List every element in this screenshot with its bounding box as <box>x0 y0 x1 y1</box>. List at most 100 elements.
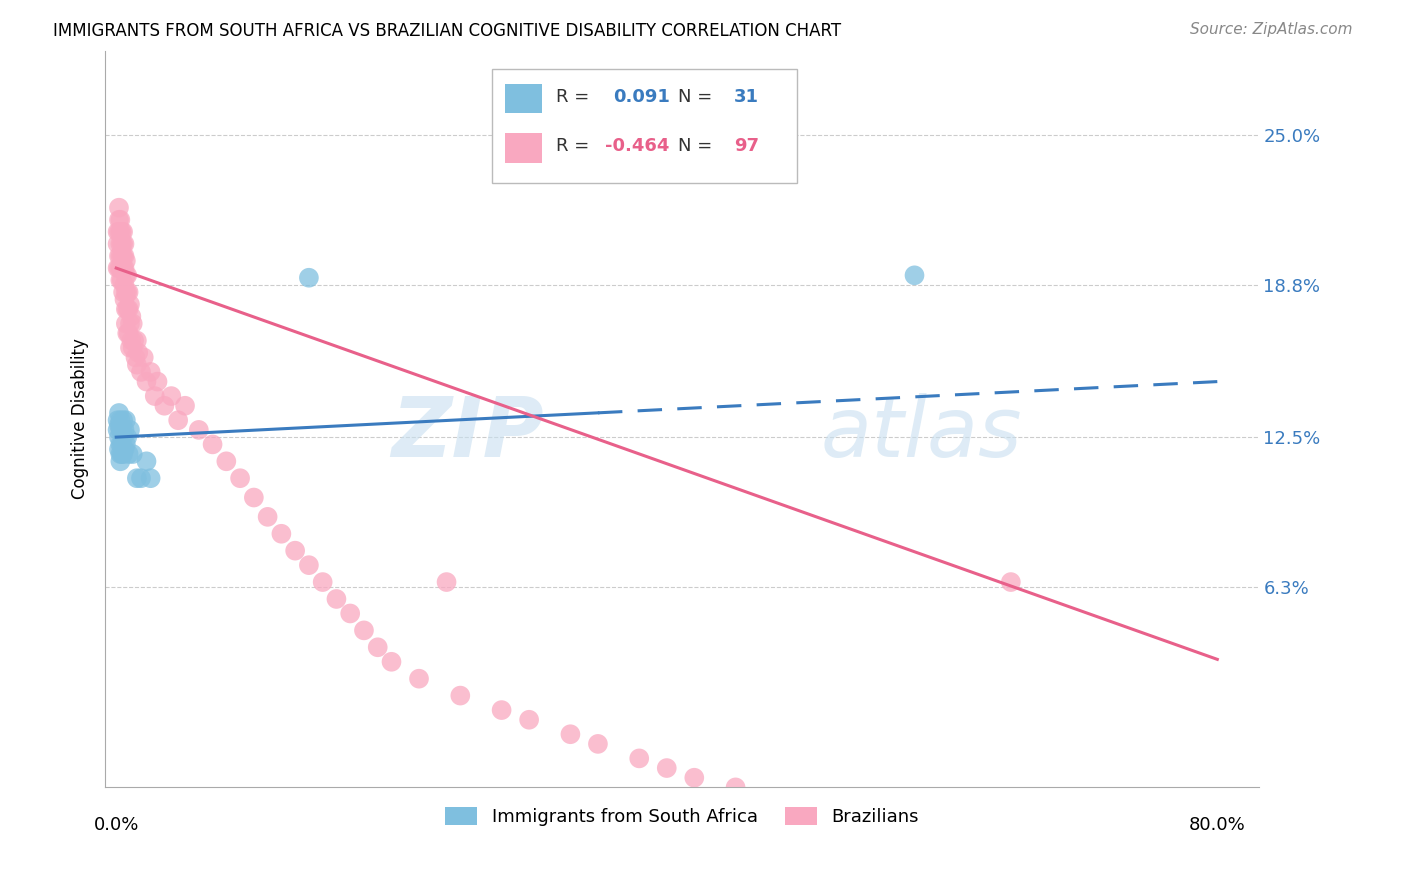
Point <box>115 302 138 317</box>
Point <box>135 454 157 468</box>
Point <box>108 418 131 433</box>
Point <box>110 454 132 468</box>
Point <box>560 727 582 741</box>
Point <box>201 437 224 451</box>
Text: 0.091: 0.091 <box>613 88 669 106</box>
Point <box>111 236 134 251</box>
Point <box>115 253 138 268</box>
Text: R =: R = <box>557 137 589 155</box>
Point <box>115 437 138 451</box>
Point <box>298 558 321 573</box>
Point <box>491 703 513 717</box>
Point <box>229 471 252 485</box>
Point <box>112 430 135 444</box>
Point <box>449 689 471 703</box>
Point <box>270 526 292 541</box>
Point <box>132 351 155 365</box>
Point <box>114 442 136 457</box>
Point <box>110 413 132 427</box>
Point <box>766 792 789 806</box>
Bar <box>505 84 543 113</box>
Point <box>143 389 166 403</box>
Point <box>683 771 706 785</box>
Point <box>1000 872 1022 887</box>
Point <box>129 365 152 379</box>
Point <box>125 471 148 485</box>
Point <box>243 491 266 505</box>
Text: -0.464: -0.464 <box>605 137 669 155</box>
Point <box>110 273 132 287</box>
Text: 97: 97 <box>734 137 759 155</box>
Point <box>112 447 135 461</box>
Point <box>160 389 183 403</box>
Text: 31: 31 <box>734 88 759 106</box>
Point <box>110 261 132 276</box>
Point <box>339 607 361 621</box>
Point <box>724 780 747 795</box>
Point <box>108 249 131 263</box>
Point <box>115 268 138 283</box>
Point <box>125 334 148 348</box>
Point <box>110 447 132 461</box>
Point <box>107 261 129 276</box>
Point <box>112 236 135 251</box>
Point <box>793 799 815 814</box>
Point <box>115 430 138 444</box>
Point <box>586 737 609 751</box>
Point <box>110 249 132 263</box>
Point <box>115 285 138 300</box>
Point <box>108 430 131 444</box>
Point <box>139 365 162 379</box>
Text: N =: N = <box>679 137 713 155</box>
Point <box>117 285 139 300</box>
Point <box>112 261 135 276</box>
Point <box>124 351 146 365</box>
Text: Source: ZipAtlas.com: Source: ZipAtlas.com <box>1189 22 1353 37</box>
Point <box>436 575 458 590</box>
Point <box>108 442 131 457</box>
Point <box>115 413 138 427</box>
Point <box>111 447 134 461</box>
Point <box>118 317 141 331</box>
Text: ZIP: ZIP <box>391 393 544 475</box>
Point <box>115 302 138 317</box>
Point <box>311 575 333 590</box>
Point <box>903 268 925 283</box>
Point <box>110 236 132 251</box>
Point <box>862 823 884 838</box>
Text: 80.0%: 80.0% <box>1189 816 1246 834</box>
Point <box>117 447 139 461</box>
Point <box>187 423 209 437</box>
Point <box>408 672 430 686</box>
Point <box>215 454 238 468</box>
Point <box>135 375 157 389</box>
Point <box>114 236 136 251</box>
Text: IMMIGRANTS FROM SOUTH AFRICA VS BRAZILIAN COGNITIVE DISABILITY CORRELATION CHART: IMMIGRANTS FROM SOUTH AFRICA VS BRAZILIA… <box>53 22 842 40</box>
Bar <box>505 133 543 162</box>
Point <box>517 713 540 727</box>
Legend: Immigrants from South Africa, Brazilians: Immigrants from South Africa, Brazilians <box>444 807 920 826</box>
Point <box>115 285 138 300</box>
Point <box>146 375 169 389</box>
Point <box>117 326 139 341</box>
Point <box>367 640 389 655</box>
Point <box>153 399 176 413</box>
Point <box>1000 575 1022 590</box>
Point <box>325 591 347 606</box>
Point <box>118 297 141 311</box>
Point <box>114 277 136 292</box>
Point <box>127 345 149 359</box>
Point <box>108 225 131 239</box>
Point <box>353 624 375 638</box>
Text: R =: R = <box>557 88 589 106</box>
Point <box>959 857 981 871</box>
Point <box>114 261 136 276</box>
Point <box>108 406 131 420</box>
Point <box>108 261 131 276</box>
Point <box>284 543 307 558</box>
Point <box>107 225 129 239</box>
Point <box>111 273 134 287</box>
Point <box>139 471 162 485</box>
Point <box>114 293 136 307</box>
Point <box>167 413 190 427</box>
